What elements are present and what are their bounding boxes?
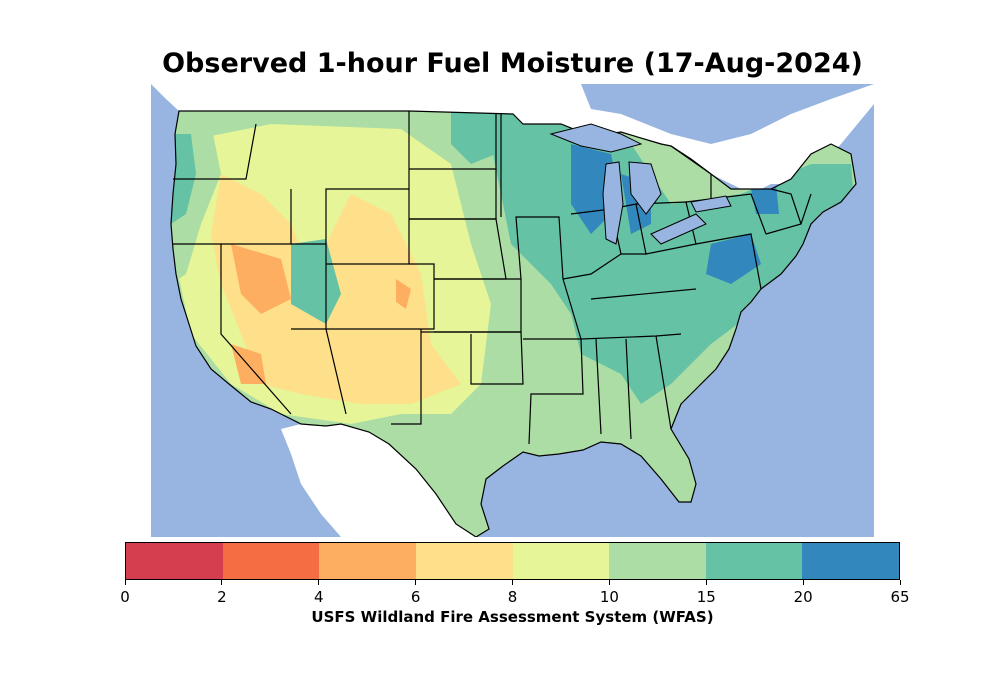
lake-erie (650, 213, 707, 245)
colorbar-tick (318, 580, 320, 585)
colorbar-tick (608, 580, 610, 585)
colorbar-segment (705, 543, 803, 579)
colorbar-tick-label: 20 (793, 588, 813, 606)
colorbar-tick (705, 580, 707, 585)
colorbar-segment (319, 543, 416, 579)
colorbar-segment (415, 543, 513, 579)
great-lakes (549, 123, 732, 245)
colorbar-tick-label: 4 (313, 588, 324, 606)
colorbar-tick-label: 2 (217, 588, 227, 606)
colorbar-tick-label: 0 (120, 588, 130, 606)
colorbar-tick-label: 10 (599, 588, 619, 606)
colorbar-tick (124, 580, 126, 585)
colorbar-tick (802, 580, 804, 585)
colorbar-tick (415, 580, 417, 585)
state-borders (170, 110, 857, 537)
fuel-moisture-map (151, 84, 874, 537)
colorbar-tick-label: 65 (890, 588, 910, 606)
colorbar-tick-label: 15 (696, 588, 716, 606)
colorbar-tick-label: 6 (410, 588, 421, 606)
colorbar-segment (512, 543, 610, 579)
colorbar-segment (126, 543, 223, 579)
colorbar (125, 542, 900, 580)
colorbar-tick (899, 580, 901, 585)
moisture-sw-4-6 (231, 244, 411, 384)
colorbar-tick (221, 580, 223, 585)
lake-superior (549, 123, 643, 153)
moisture-west-wet (171, 111, 496, 324)
source-label: USFS Wildland Fire Assessment System (WF… (311, 608, 714, 626)
colorbar-tick-label: 8 (507, 588, 518, 606)
colorbar-tick (512, 580, 513, 585)
mexico-land (281, 424, 476, 537)
map-title: Observed 1-hour Fuel Moisture (17-Aug-20… (162, 48, 863, 79)
lake-huron (628, 161, 662, 215)
colorbar-segment (222, 543, 320, 579)
colorbar-ticks: 0 2 4 6 8 10 15 20 65 (120, 580, 910, 610)
colorbar-segment (609, 543, 706, 579)
lake-ontario (690, 195, 732, 213)
lake-michigan (602, 161, 624, 245)
colorbar-segment (802, 543, 899, 579)
